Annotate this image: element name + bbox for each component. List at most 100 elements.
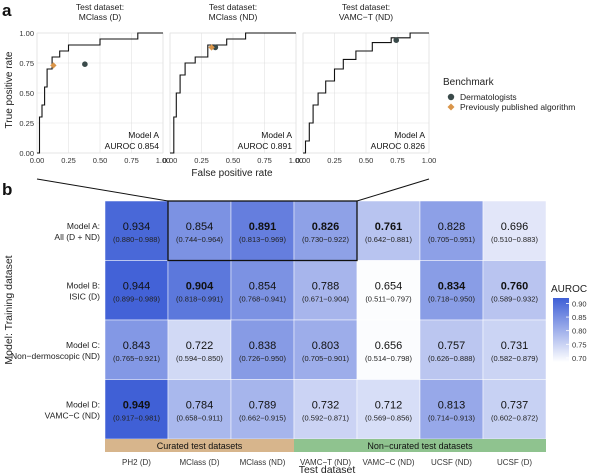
cell-value: 0.784 <box>186 399 214 411</box>
y-tick-label: 1.00 <box>19 29 34 38</box>
heatmap-cell <box>356 379 421 440</box>
cell-ci: (0.582−0.879) <box>491 354 538 363</box>
heatmap-y-axis-label: Model: Training dataset <box>3 255 15 364</box>
cell-ci: (0.765−0.921) <box>113 354 160 363</box>
zoom-connector <box>36 178 430 202</box>
subplot-title: Test dataset: <box>76 2 124 12</box>
row-label: VAMC−C (ND) <box>45 410 100 420</box>
legend-title: Benchmark <box>443 77 495 88</box>
y-tick-label: 0.00 <box>19 149 34 158</box>
colorbar-tick-label: 0.70 <box>572 354 587 363</box>
row-label: Model A: <box>67 221 100 231</box>
heatmap-x-axis-label: Test dataset <box>299 464 356 476</box>
x-tick-label: 0.75 <box>390 156 405 165</box>
cell-value: 0.891 <box>249 221 277 233</box>
cell-ci: (0.744−0.964) <box>176 235 223 244</box>
x-tick-label: 1.00 <box>422 156 437 165</box>
subplot-title: Test dataset: <box>209 2 257 12</box>
roc-curve <box>303 32 429 154</box>
x-tick-label: 0.00 <box>163 156 178 165</box>
cell-ci: (0.880−0.988) <box>113 235 160 244</box>
heatmap-cell <box>356 200 421 261</box>
column-label: PH2 (D) <box>122 458 151 467</box>
auroc-label: AUROC 0.891 <box>238 141 293 151</box>
heatmap-cell <box>104 200 169 261</box>
cell-ci: (0.511−0.797) <box>365 294 412 303</box>
heatmap-cell <box>167 319 232 380</box>
heatmap: 0.934 (0.880−0.988) 0.854 (0.744−0.964) 0.89… <box>11 200 547 467</box>
cell-ci: (0.514−0.798) <box>365 354 412 363</box>
cell-value: 0.654 <box>375 280 403 292</box>
panel-label-b: b <box>2 180 12 199</box>
published-algorithm-point <box>208 44 215 51</box>
x-tick-label: 0.25 <box>327 156 342 165</box>
colorbar-tick-label: 0.90 <box>572 299 587 308</box>
heatmap-cell <box>419 200 484 261</box>
cell-value: 0.757 <box>438 340 466 352</box>
cell-ci: (0.510−0.883) <box>491 235 538 244</box>
x-tick-label: 0.25 <box>61 156 76 165</box>
x-tick-label: 0.75 <box>124 156 139 165</box>
cell-value: 0.656 <box>375 340 403 352</box>
cell-ci: (0.569−0.856) <box>365 413 412 422</box>
roc-panels: Test dataset:MClass (D)0.00 0.25 0.50 0.75 1… <box>19 2 436 165</box>
column-group-bar <box>294 439 546 452</box>
dermatologists-point <box>82 61 88 67</box>
connector-line-right <box>356 178 430 202</box>
roc-subplot-1: Test dataset:MClass (D) 0.00 0.25 0.50 0.75 1… <box>19 2 170 165</box>
cell-value: 0.732 <box>312 399 340 411</box>
cell-ci: (0.818−0.991) <box>176 294 223 303</box>
legend-entry-published-algorithm: Previously published algorithm <box>460 102 575 112</box>
cell-value: 0.722 <box>186 340 214 352</box>
cell-value: 0.737 <box>501 399 529 411</box>
x-tick-label: 0.50 <box>93 156 108 165</box>
x-tick-label: 1.00 <box>156 156 171 165</box>
heatmap-cell <box>419 260 484 321</box>
cell-ci: (0.917−0.981) <box>113 413 160 422</box>
cell-value: 0.944 <box>123 280 151 292</box>
connector-line-left <box>36 178 169 202</box>
column-label: VAMC−C (ND) <box>362 458 414 467</box>
cell-ci: (0.642−0.881) <box>365 235 412 244</box>
cell-ci: (0.705−0.951) <box>428 235 475 244</box>
column-label: UCSF (ND) <box>431 458 472 467</box>
cell-value: 0.813 <box>438 399 466 411</box>
y-tick-label: 0.75 <box>19 59 34 68</box>
row-label: ISIC (D) <box>69 291 100 301</box>
row-label: Non−dermoscopic (ND) <box>11 351 100 361</box>
subplot-title: Test dataset: <box>342 2 390 12</box>
cell-ci: (0.718−0.950) <box>428 294 475 303</box>
model-label: Model A <box>261 130 292 140</box>
roc-y-axis-label: True positive rate <box>4 51 15 128</box>
row-label: All (D + ND) <box>54 232 100 242</box>
subplot-title: MClass (D) <box>79 12 122 22</box>
legend-marker-dermatologists <box>447 93 455 101</box>
cell-ci: (0.899−0.989) <box>113 294 160 303</box>
subplot-title: MClass (ND) <box>209 12 258 22</box>
colorbar-tick-label: 0.75 <box>572 340 587 349</box>
roc-curve <box>170 32 296 154</box>
heatmap-cell <box>230 379 295 440</box>
model-label: Model A <box>394 130 425 140</box>
heatmap-cell <box>230 200 295 261</box>
cell-value: 0.934 <box>123 221 151 233</box>
column-label: MClass (ND) <box>240 458 286 467</box>
cell-value: 0.834 <box>438 280 466 292</box>
x-tick-label: 0.25 <box>194 156 209 165</box>
roc-curve <box>37 32 163 154</box>
heatmap-cell <box>104 379 169 440</box>
cell-ci: (0.589−0.932) <box>491 294 538 303</box>
cell-value: 0.838 <box>249 340 277 352</box>
cell-value: 0.803 <box>312 340 340 352</box>
cell-value: 0.904 <box>186 280 214 292</box>
y-tick-label: 0.25 <box>19 119 34 128</box>
heatmap-cell <box>482 319 547 380</box>
cell-value: 0.826 <box>312 221 340 233</box>
cell-ci: (0.662−0.915) <box>239 413 286 422</box>
roc-subplot-3: Test dataset:VAMC−T (ND) 0.00 0.25 0.50 0.75… <box>296 2 437 165</box>
cell-value: 0.854 <box>186 221 214 233</box>
column-label: UCSF (D) <box>497 458 532 467</box>
heatmap-cell <box>167 260 232 321</box>
cell-value: 0.712 <box>375 399 403 411</box>
colorbar-tick-label: 0.85 <box>572 313 587 322</box>
